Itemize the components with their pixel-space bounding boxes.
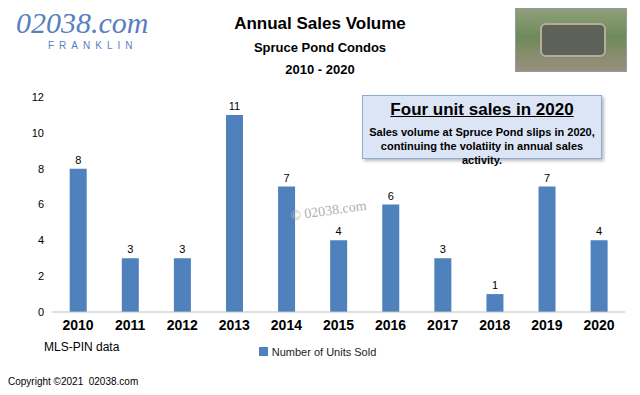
html-text:Spruce Pond Condos: Spruce Pond Condos (253, 40, 387, 55)
svg-text:0: 0 (38, 306, 44, 318)
svg-text:3: 3 (440, 243, 446, 255)
html-text:2010 - 2020: 2010 - 2020 (285, 62, 355, 77)
svg-text:3: 3 (127, 243, 133, 255)
svg-text:6: 6 (38, 198, 44, 210)
html-text:Annual Sales Volume: Annual Sales Volume (234, 14, 406, 33)
svg-text:2010: 2010 (62, 317, 93, 333)
svg-text:10: 10 (32, 127, 44, 139)
svg-text:2019: 2019 (531, 317, 562, 333)
html-text:Sales volume at Spruce Pond sl: Sales volume at Spruce Pond slips in 202… (369, 126, 595, 138)
svg-text:2016: 2016 (375, 317, 406, 333)
svg-text:2018: 2018 (479, 317, 510, 333)
svg-text:1: 1 (492, 279, 498, 291)
html-text:FRANKLIN: FRANKLIN (48, 40, 138, 51)
svg-text:8: 8 (38, 163, 44, 175)
svg-text:4: 4 (336, 225, 342, 237)
svg-text:2014: 2014 (271, 317, 302, 333)
svg-text:3: 3 (179, 243, 185, 255)
svg-text:7: 7 (284, 172, 290, 184)
html-text:© 02038.com: © 02038.com (289, 197, 368, 224)
svg-text:2013: 2013 (219, 317, 250, 333)
html-text:continuing the volatiity in an: continuing the volatiity in annual sales… (380, 140, 584, 166)
svg-text:4: 4 (38, 234, 44, 246)
svg-text:6: 6 (388, 190, 394, 202)
svg-text:2017: 2017 (427, 317, 458, 333)
svg-text:7: 7 (544, 172, 550, 184)
svg-text:2015: 2015 (323, 317, 354, 333)
html-text:Copyright ©2021 02038.com: Copyright ©2021 02038.com (8, 376, 139, 387)
html-text:MLS-PIN data: MLS-PIN data (44, 340, 120, 354)
svg-text:11: 11 (229, 100, 240, 112)
svg-text:12: 12 (32, 91, 44, 103)
svg-text:2: 2 (38, 270, 44, 282)
svg-text:4: 4 (596, 225, 602, 237)
svg-text:8: 8 (75, 154, 81, 166)
svg-text:2011: 2011 (115, 317, 146, 333)
svg-text:2020: 2020 (583, 317, 614, 333)
svg-text:2012: 2012 (167, 317, 198, 333)
html-text:02038.com: 02038.com (16, 6, 149, 39)
html-text:Number of Units Sold: Number of Units Sold (271, 346, 377, 358)
html-text:Four unit sales in 2020: Four unit sales in 2020 (390, 100, 574, 119)
